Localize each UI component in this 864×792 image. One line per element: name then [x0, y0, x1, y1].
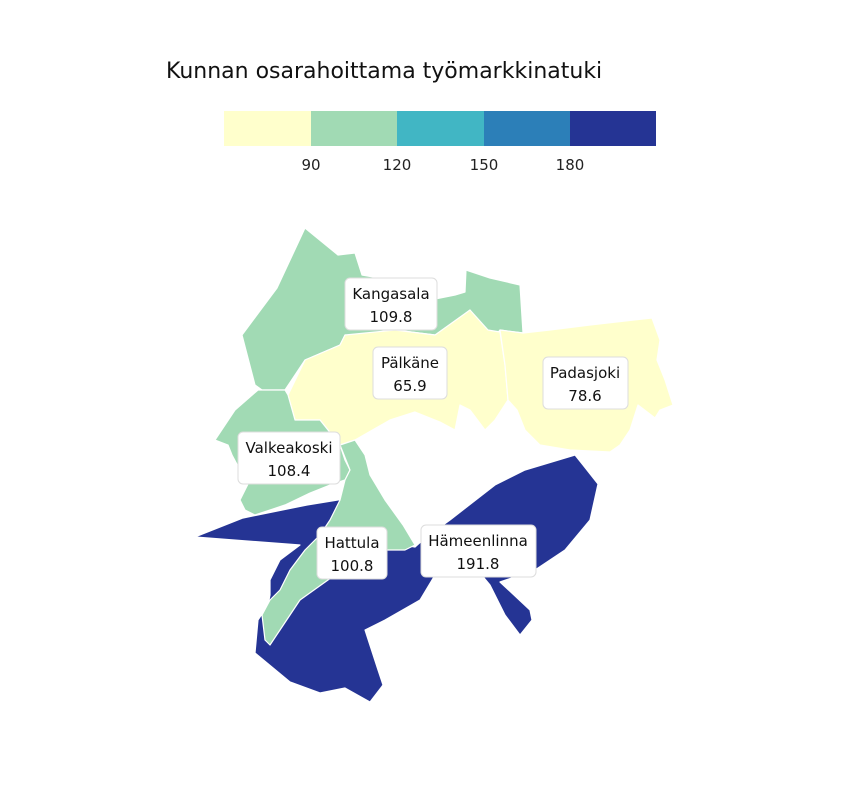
region-hameenlinna[interactable]	[194, 454, 599, 703]
label-kangasala: Kangasala 109.8	[344, 277, 438, 331]
label-value: 191.8	[457, 555, 500, 573]
label-hattula: Hattula 100.8	[316, 526, 388, 580]
label-value: 78.6	[568, 387, 601, 405]
label-box	[316, 526, 388, 580]
label-box	[542, 356, 629, 410]
label-box	[344, 277, 438, 331]
label-name: Pälkäne	[381, 354, 439, 372]
legend-swatch-3	[397, 111, 484, 146]
region-labels: Kangasala 109.8 Pälkäne 65.9 Padasjoki 7…	[237, 277, 629, 580]
label-hameenlinna: Hämeenlinna 191.8	[420, 524, 537, 578]
label-value: 108.4	[268, 462, 311, 480]
legend-tick-label: 90	[301, 156, 320, 174]
legend-tick-label: 150	[470, 156, 499, 174]
label-name: Hattula	[324, 534, 379, 552]
label-value: 109.8	[370, 308, 413, 326]
label-value: 100.8	[331, 557, 374, 575]
label-box	[420, 524, 537, 578]
legend-swatch-1	[224, 111, 311, 146]
legend-swatch-4	[484, 111, 570, 146]
label-box	[237, 431, 341, 485]
legend-tick-label: 120	[383, 156, 412, 174]
legend-swatch-2	[311, 111, 397, 146]
label-name: Padasjoki	[550, 364, 620, 382]
label-box	[372, 346, 448, 400]
label-name: Valkeakoski	[245, 439, 332, 457]
label-palkane: Pälkäne 65.9	[372, 346, 448, 400]
label-valkeakoski: Valkeakoski 108.4	[237, 431, 341, 485]
label-name: Kangasala	[352, 285, 429, 303]
legend-swatch-5	[570, 111, 656, 146]
label-value: 65.9	[393, 377, 426, 395]
label-padasjoki: Padasjoki 78.6	[542, 356, 629, 410]
legend: 90 120 150 180	[224, 111, 656, 174]
label-name: Hämeenlinna	[428, 532, 528, 550]
map-title: Kunnan osarahoittama työmarkkinatuki	[166, 59, 602, 84]
legend-tick-label: 180	[556, 156, 585, 174]
